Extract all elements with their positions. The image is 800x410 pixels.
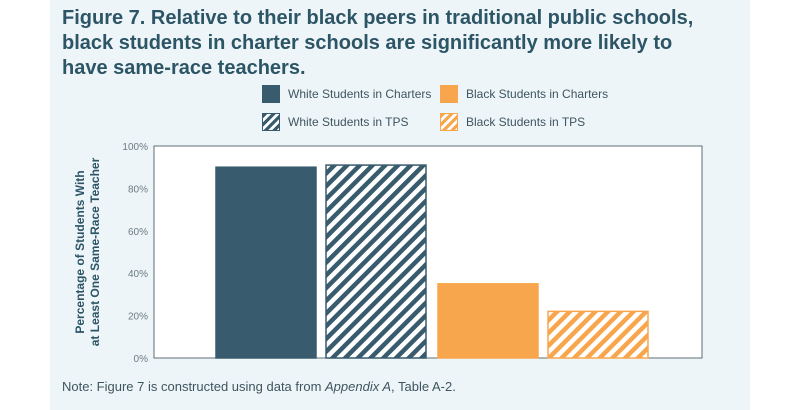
y-tick-label: 20% (128, 312, 148, 323)
figure-note: Note: Figure 7 is constructed using data… (62, 379, 456, 394)
legend-swatch (440, 85, 458, 103)
legend-item-black-students-in-charters: Black Students in Charters (440, 85, 608, 103)
bar-white-students-in-tps (325, 164, 427, 359)
y-axis-label-line-2: at Least One Same-Race Teacher (88, 157, 102, 346)
chart-legend: White Students in Charters White Students… (262, 85, 642, 137)
y-tick-label: 40% (128, 269, 148, 280)
legend-label: White Students in TPS (288, 115, 409, 129)
legend-item-black-students-in-tps: Black Students in TPS (440, 113, 585, 131)
legend-swatch (440, 113, 458, 131)
y-tick-label: 60% (128, 227, 148, 238)
y-axis-label-line-1: Percentage of Students With (73, 170, 87, 333)
legend-label: Black Students in Charters (466, 87, 609, 101)
bar-black-students-in-charters (437, 283, 539, 359)
note-suffix: , Table A-2. (391, 379, 456, 394)
y-tick-label: 0% (134, 354, 149, 365)
y-tick-label: 80% (128, 184, 148, 195)
bar-white-students-in-charters (215, 166, 317, 359)
legend-label: White Students in Charters (288, 87, 432, 101)
legend-swatch (262, 113, 280, 131)
legend-item-white-students-in-tps: White Students in TPS (262, 113, 409, 131)
y-tick-label: 100% (122, 142, 148, 153)
note-source: Appendix A (325, 379, 392, 394)
figure-title: Figure 7. Relative to their black peers … (62, 7, 694, 79)
legend-item-white-students-in-charters: White Students in Charters (262, 85, 431, 103)
bar-black-students-in-tps (547, 310, 649, 359)
legend-label: Black Students in TPS (466, 115, 586, 129)
note-prefix: Note: Figure 7 is constructed using data… (62, 379, 326, 394)
legend-swatch (262, 85, 280, 103)
